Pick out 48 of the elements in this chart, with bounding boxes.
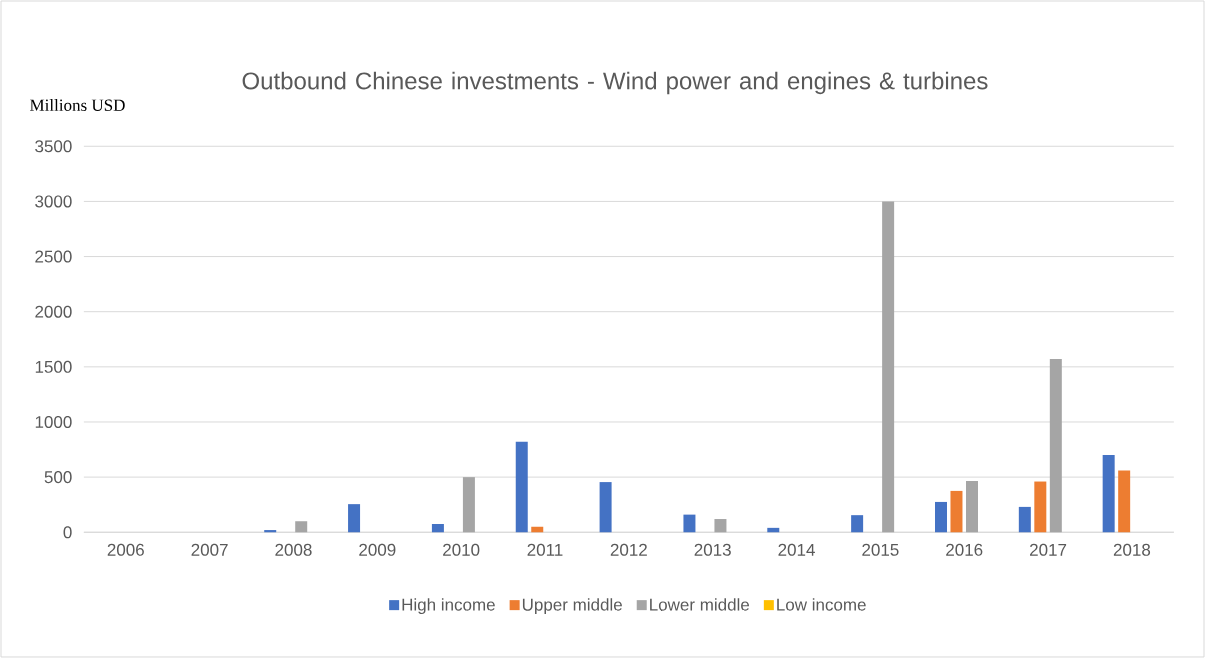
x-tick-label: 2007 xyxy=(191,543,228,556)
x-tick-label: 2006 xyxy=(107,543,144,556)
bar xyxy=(1049,359,1062,533)
x-tick-label: 2013 xyxy=(694,543,731,556)
bar xyxy=(599,482,612,533)
bar xyxy=(851,515,864,533)
y-tick-label: 500 xyxy=(44,471,72,484)
legend-label: Upper middle xyxy=(522,598,622,615)
x-tick-label: 2011 xyxy=(527,543,563,556)
bar xyxy=(1118,470,1131,533)
y-axis-title: Millions USD xyxy=(30,99,125,111)
bar xyxy=(1034,481,1047,533)
bar xyxy=(531,526,544,533)
y-tick-label: 1500 xyxy=(35,360,72,373)
chart-title: Outbound Chinese investments - Wind power and engines & turbines xyxy=(242,71,988,95)
bar xyxy=(295,521,308,533)
bar xyxy=(683,514,696,533)
x-tick-label: 2018 xyxy=(1113,543,1151,556)
bar xyxy=(767,527,780,533)
x-tick-label: 2017 xyxy=(1030,543,1067,556)
bar xyxy=(515,441,528,533)
bar xyxy=(950,490,963,533)
bar xyxy=(965,480,978,533)
legend-label: High income xyxy=(402,598,495,615)
bar xyxy=(714,519,727,533)
bar xyxy=(1102,455,1115,533)
bar xyxy=(348,504,361,533)
y-tick-label: 3000 xyxy=(35,195,72,208)
y-tick-label: 3500 xyxy=(35,140,72,153)
x-tick-label: 2010 xyxy=(443,543,480,556)
x-tick-label: 2012 xyxy=(610,543,647,556)
legend-label: Low income xyxy=(777,598,866,611)
bar xyxy=(882,201,895,533)
bar xyxy=(462,477,475,533)
y-tick-label: 2500 xyxy=(35,250,72,263)
legend-label: Lower middle xyxy=(650,598,750,611)
x-tick-label: 2015 xyxy=(862,543,899,556)
y-tick-label: 0 xyxy=(63,526,72,539)
bar xyxy=(1018,506,1031,533)
y-tick-label: 1000 xyxy=(35,415,72,428)
bar xyxy=(264,530,277,533)
x-tick-label: 2016 xyxy=(946,543,983,556)
bar xyxy=(934,501,947,533)
x-tick-label: 2009 xyxy=(359,543,396,556)
x-tick-label: 2008 xyxy=(275,543,312,556)
x-tick-label: 2014 xyxy=(778,543,815,556)
y-tick-label: 2000 xyxy=(35,305,72,318)
bar xyxy=(431,523,444,533)
